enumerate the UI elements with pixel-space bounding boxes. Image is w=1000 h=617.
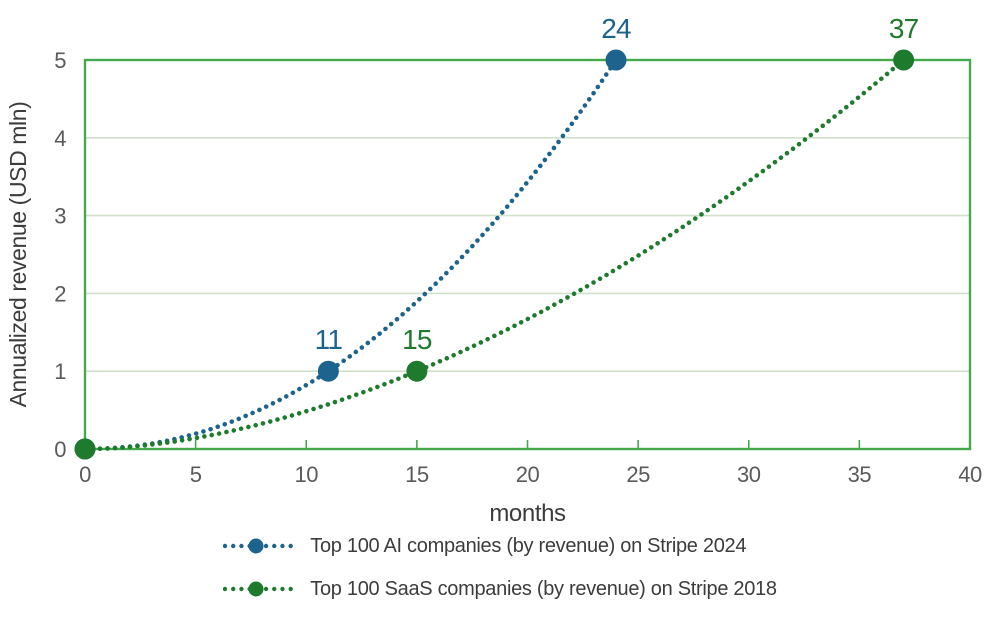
y-tick-label: 0 — [54, 437, 66, 462]
legend-label: Top 100 SaaS companies (by revenue) on S… — [310, 577, 777, 600]
legend-marker-icon — [248, 581, 264, 597]
plot-border — [83, 58, 972, 451]
x-tick-label: 40 — [958, 462, 982, 487]
x-tick-label: 35 — [848, 462, 872, 487]
y-tick-label: 2 — [54, 281, 66, 306]
x-tick-label: 15 — [405, 462, 429, 487]
x-tick-label: 10 — [295, 462, 319, 487]
chart-legend: Top 100 AI companies (by revenue) on Str… — [0, 529, 1000, 606]
y-tick-label: 1 — [54, 359, 66, 384]
legend-item-1: Top 100 SaaS companies (by revenue) on S… — [223, 572, 777, 606]
x-axis-title: months — [489, 500, 566, 527]
x-tick-label: 5 — [190, 462, 202, 487]
legend-sample-1 — [223, 581, 298, 597]
y-axis-title: Annualized revenue (USD mln) — [5, 102, 31, 408]
y-tick-label: 5 — [54, 48, 66, 73]
x-tick-label: 0 — [79, 462, 91, 487]
y-tick-label: 4 — [54, 126, 66, 151]
series-marker-0 — [605, 49, 627, 71]
series-curve-0 — [82, 57, 619, 452]
series-curve-1 — [82, 57, 906, 452]
legend-label: Top 100 AI companies (by revenue) on Str… — [310, 534, 747, 557]
legend-sample-0 — [223, 538, 298, 554]
point-label: 37 — [889, 13, 919, 44]
legend-item-0: Top 100 AI companies (by revenue) on Str… — [223, 529, 746, 563]
point-label: 15 — [402, 324, 432, 355]
series-marker-1 — [893, 49, 915, 71]
x-tick-label: 30 — [737, 462, 761, 487]
legend-rows: Top 100 AI companies (by revenue) on Str… — [223, 529, 777, 606]
x-tick-label: 25 — [626, 462, 650, 487]
series-marker-1 — [74, 438, 96, 460]
legend-marker-icon — [248, 538, 264, 554]
point-label: 11 — [315, 324, 343, 355]
chart-canvas: 0 5 10 15 20 25 30 35 40 0 1 2 3 4 5 months Annualized r… — [5, 13, 982, 527]
series-marker-0 — [317, 360, 339, 382]
x-tick-label: 20 — [516, 462, 540, 487]
y-tick-label: 3 — [54, 204, 66, 229]
point-label: 24 — [601, 13, 631, 44]
series-marker-1 — [406, 360, 428, 382]
